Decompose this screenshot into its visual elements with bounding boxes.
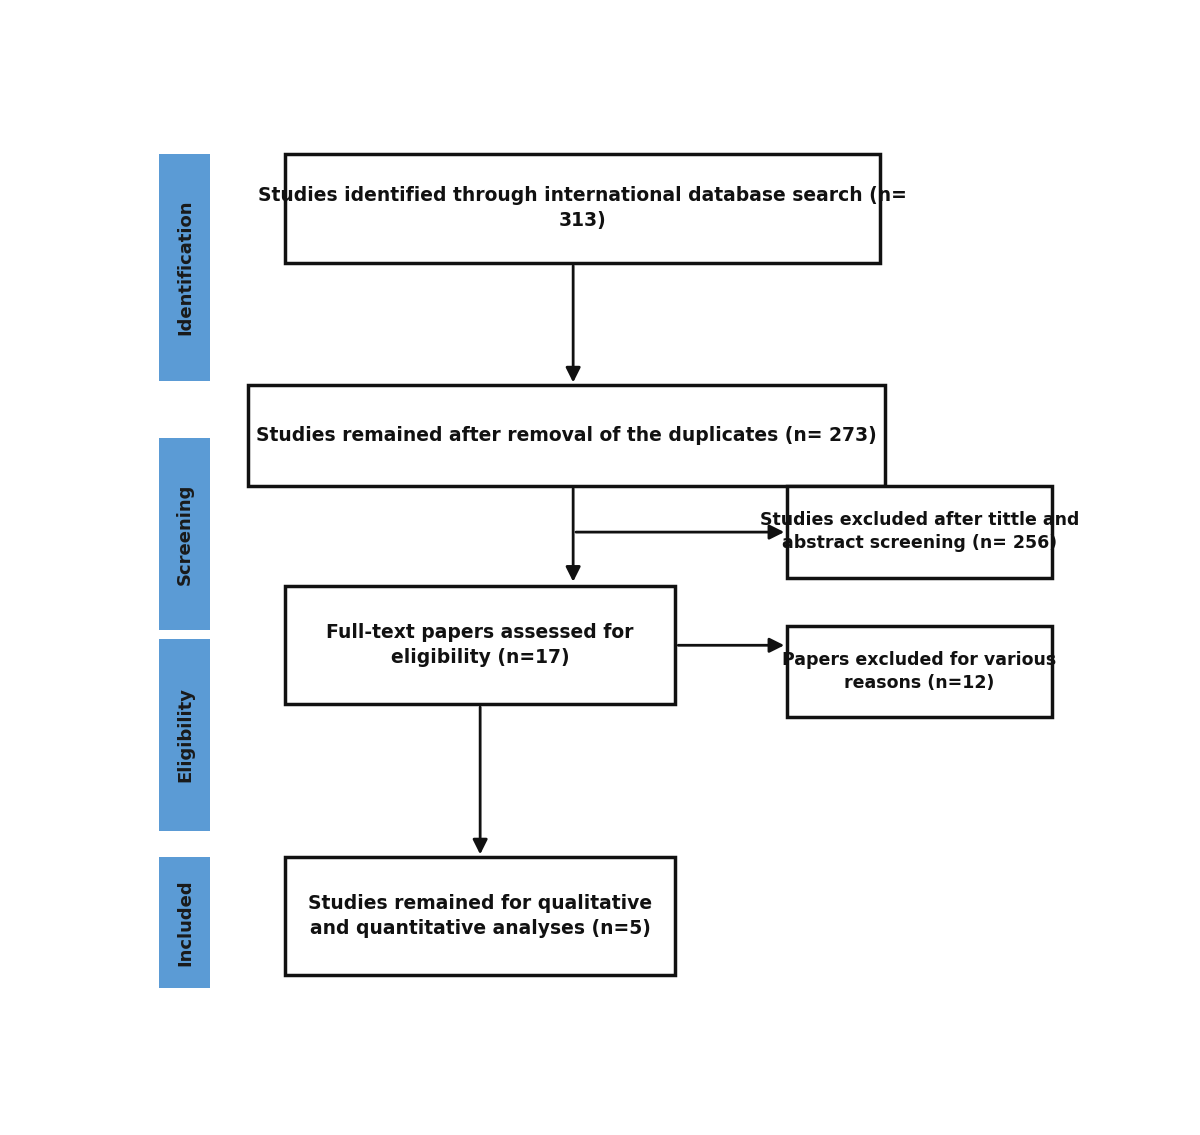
Text: Studies remained for qualitative
and quantitative analyses (n=5): Studies remained for qualitative and qua… — [308, 894, 653, 939]
Bar — [284, 153, 880, 263]
Text: Full-text papers assessed for
eligibility (n=17): Full-text papers assessed for eligibilit… — [326, 623, 634, 667]
Text: Studies remained after removal of the duplicates (n= 273): Studies remained after removal of the du… — [256, 426, 876, 445]
Bar — [787, 625, 1052, 717]
Bar — [160, 153, 210, 381]
Bar — [284, 857, 676, 975]
Text: Screening: Screening — [176, 484, 194, 585]
Bar — [160, 857, 210, 989]
Bar — [160, 438, 210, 630]
Text: Papers excluded for various
reasons (n=12): Papers excluded for various reasons (n=1… — [782, 650, 1057, 692]
Bar — [787, 486, 1052, 578]
Text: Studies identified through international database search (n=
313): Studies identified through international… — [258, 186, 907, 230]
Bar — [284, 587, 676, 704]
Bar — [160, 639, 210, 831]
Bar — [247, 385, 884, 486]
Text: Identification: Identification — [176, 200, 194, 335]
Text: Eligibility: Eligibility — [176, 688, 194, 782]
Text: Studies excluded after tittle and
abstract screening (n= 256): Studies excluded after tittle and abstra… — [760, 511, 1079, 553]
Text: Included: Included — [176, 880, 194, 966]
